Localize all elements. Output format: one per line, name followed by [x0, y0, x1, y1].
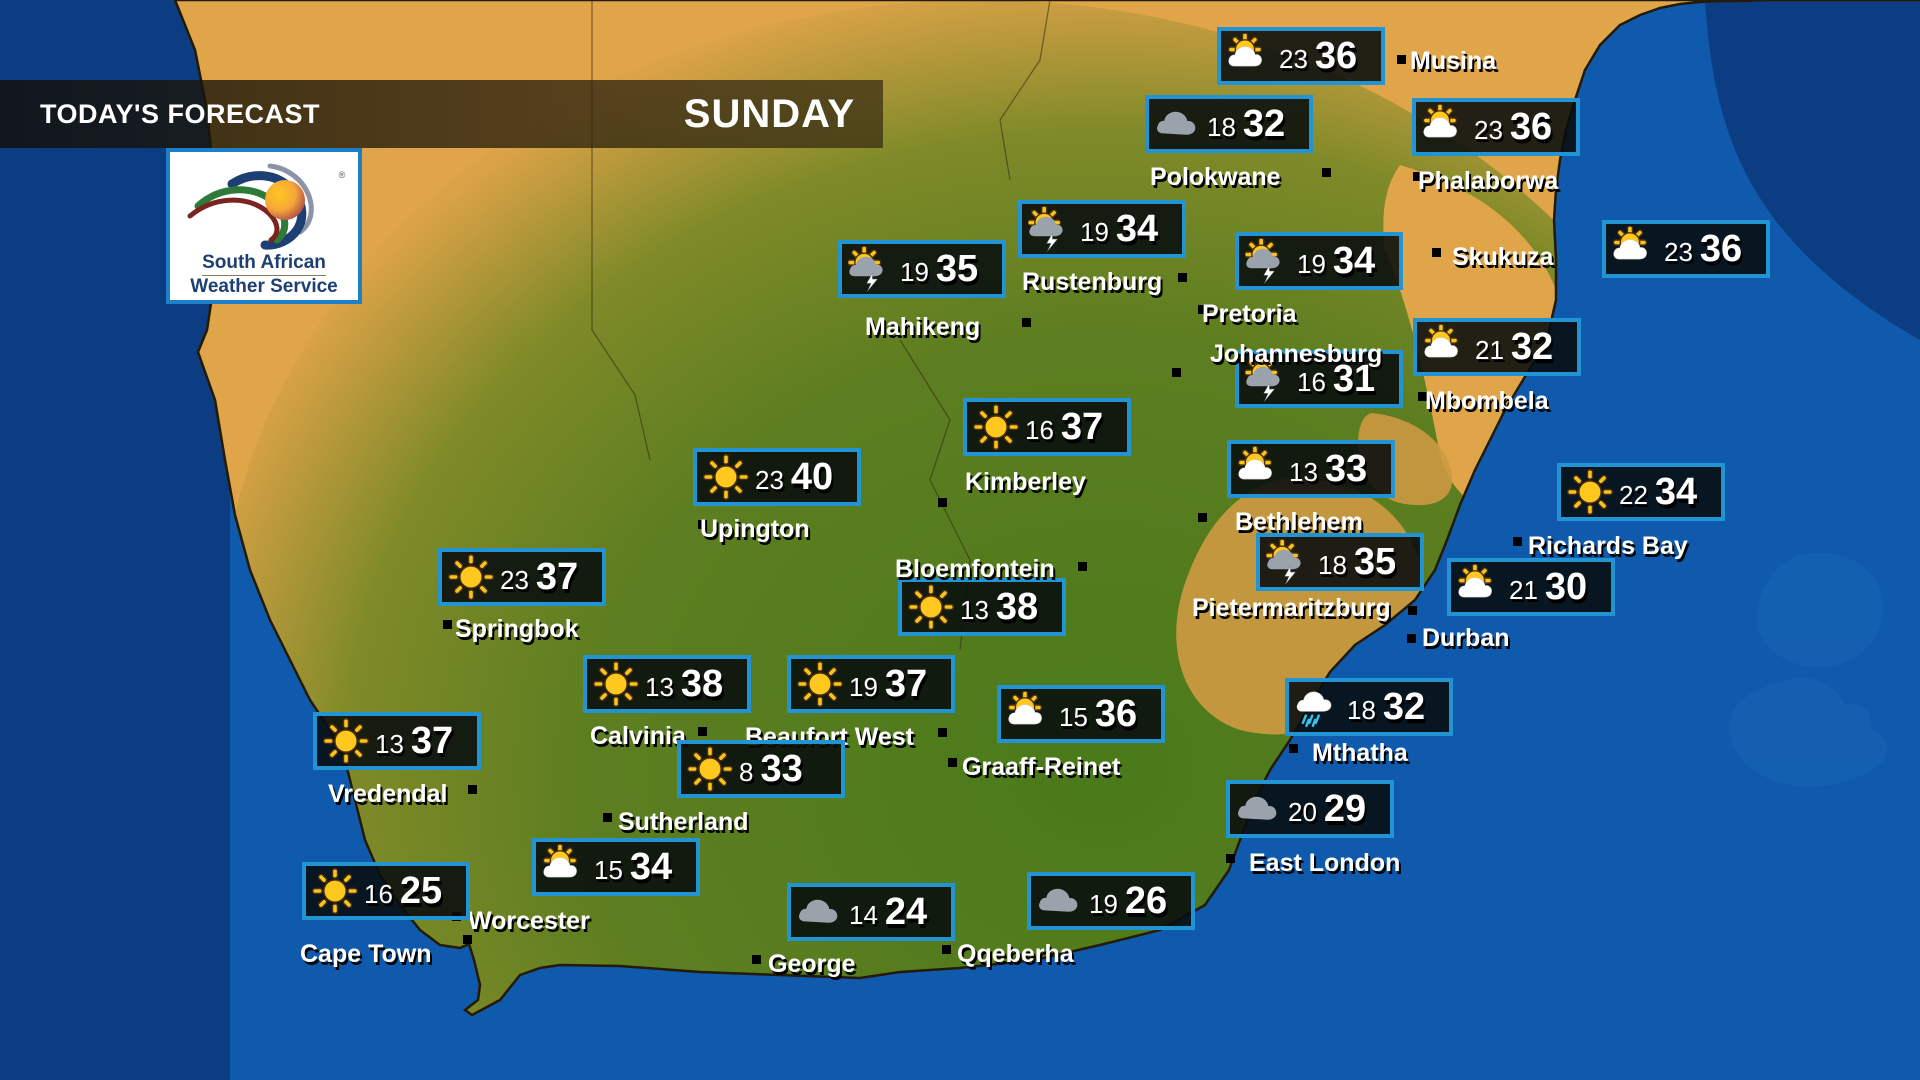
svg-text:®: ®	[339, 170, 346, 180]
